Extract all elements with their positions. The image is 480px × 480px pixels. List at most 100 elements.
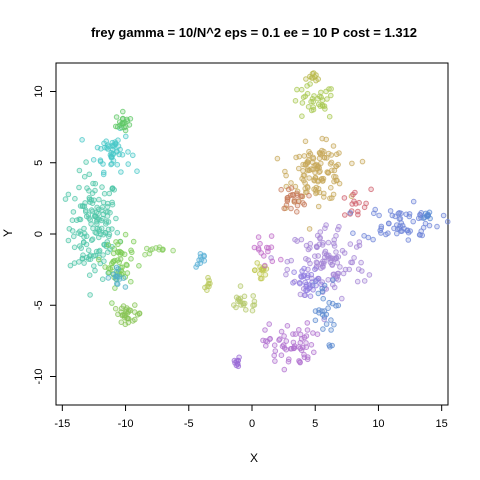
data-point bbox=[303, 287, 309, 294]
data-point bbox=[337, 264, 343, 270]
data-point bbox=[105, 219, 112, 225]
data-point bbox=[71, 244, 78, 251]
data-point bbox=[296, 153, 303, 160]
data-point bbox=[318, 281, 324, 288]
data-point bbox=[71, 233, 77, 240]
data-point bbox=[65, 191, 72, 198]
data-point bbox=[321, 148, 327, 155]
data-point bbox=[271, 342, 278, 349]
data-point bbox=[405, 237, 412, 243]
data-point bbox=[348, 259, 354, 266]
data-point bbox=[79, 255, 86, 262]
data-point bbox=[331, 321, 337, 328]
data-point bbox=[89, 236, 96, 242]
data-point bbox=[330, 281, 336, 288]
data-point bbox=[250, 302, 256, 309]
data-point bbox=[339, 295, 345, 302]
data-point bbox=[323, 311, 330, 318]
data-point bbox=[333, 163, 339, 169]
x-axis-label: X bbox=[250, 451, 258, 465]
data-point bbox=[87, 252, 94, 258]
data-point bbox=[297, 331, 304, 338]
data-point bbox=[301, 354, 308, 361]
data-point bbox=[298, 86, 305, 93]
data-point bbox=[119, 312, 126, 319]
data-point bbox=[101, 190, 108, 197]
data-point bbox=[305, 166, 311, 172]
data-point bbox=[299, 193, 305, 200]
data-point bbox=[98, 146, 104, 152]
data-point bbox=[355, 211, 361, 218]
data-point bbox=[128, 278, 134, 285]
data-point bbox=[394, 226, 401, 232]
data-point bbox=[329, 342, 335, 349]
data-point bbox=[325, 277, 332, 283]
data-point bbox=[328, 327, 334, 333]
data-point bbox=[281, 345, 288, 351]
data-point bbox=[300, 344, 306, 351]
data-point bbox=[383, 231, 389, 238]
data-point bbox=[104, 213, 111, 219]
data-point bbox=[78, 231, 84, 237]
data-point bbox=[283, 271, 289, 278]
data-point bbox=[299, 175, 305, 182]
data-point bbox=[282, 168, 288, 175]
data-point bbox=[112, 305, 119, 312]
data-point bbox=[94, 204, 100, 211]
data-point bbox=[235, 296, 242, 302]
data-point bbox=[99, 204, 106, 210]
data-point bbox=[261, 253, 267, 259]
data-point bbox=[90, 157, 97, 163]
data-point bbox=[309, 279, 315, 285]
data-point bbox=[290, 280, 296, 286]
data-point bbox=[86, 272, 93, 279]
data-point bbox=[320, 295, 327, 302]
data-point bbox=[358, 259, 364, 266]
data-point bbox=[394, 230, 400, 237]
data-point bbox=[347, 241, 354, 247]
data-point bbox=[359, 158, 366, 165]
data-point bbox=[114, 161, 121, 168]
data-point bbox=[294, 202, 301, 209]
data-point bbox=[92, 252, 99, 259]
data-point bbox=[303, 161, 309, 167]
data-point bbox=[118, 319, 125, 326]
data-point bbox=[99, 276, 106, 283]
data-point bbox=[109, 300, 115, 306]
data-point bbox=[399, 222, 406, 229]
data-point bbox=[127, 116, 134, 122]
data-point bbox=[317, 235, 323, 242]
data-point bbox=[79, 137, 85, 143]
data-point bbox=[333, 233, 339, 239]
data-point bbox=[376, 212, 382, 219]
data-point bbox=[265, 245, 272, 251]
data-point bbox=[243, 307, 249, 313]
data-point bbox=[326, 86, 332, 92]
y-tick-label: -10 bbox=[33, 369, 45, 385]
data-point bbox=[114, 281, 121, 287]
data-point bbox=[427, 215, 433, 222]
data-point bbox=[95, 256, 102, 263]
data-point bbox=[125, 149, 131, 155]
data-point bbox=[302, 138, 309, 145]
data-point bbox=[325, 305, 331, 312]
data-point bbox=[290, 339, 297, 346]
data-point bbox=[259, 275, 265, 282]
data-point bbox=[100, 171, 107, 178]
data-point bbox=[296, 165, 302, 172]
data-point bbox=[132, 316, 138, 323]
data-point bbox=[132, 302, 138, 308]
data-point bbox=[306, 192, 312, 199]
data-point bbox=[305, 104, 312, 110]
data-point bbox=[92, 213, 99, 220]
data-point bbox=[328, 92, 334, 99]
y-tick-label: 0 bbox=[33, 231, 45, 237]
data-point bbox=[378, 225, 385, 232]
data-point bbox=[297, 359, 303, 366]
data-point bbox=[406, 213, 413, 220]
data-point bbox=[108, 161, 114, 168]
data-point bbox=[288, 257, 295, 264]
data-point bbox=[134, 168, 140, 174]
data-point bbox=[109, 185, 116, 192]
x-tick-label: 10 bbox=[372, 418, 384, 430]
